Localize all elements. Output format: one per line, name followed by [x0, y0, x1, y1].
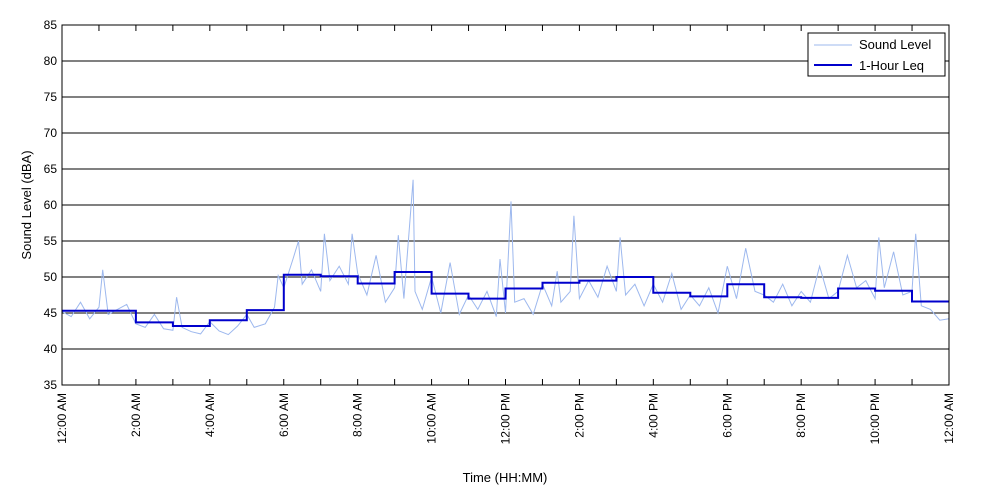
x-tick-label: 6:00 AM	[277, 393, 291, 437]
y-tick-label: 85	[44, 18, 58, 32]
series-sound-level-line	[61, 179, 950, 336]
y-tick-label: 60	[44, 198, 58, 212]
y-axis-label: Sound Level (dBA)	[19, 150, 34, 259]
x-tick-label: 8:00 AM	[351, 393, 365, 437]
legend: Sound Level 1-Hour Leq	[807, 32, 946, 77]
y-tick-label: 70	[44, 126, 58, 140]
y-axis-ticks: 35 40 45 50 55 60 65 70 75 80 85	[44, 18, 58, 392]
y-tick-label: 80	[44, 54, 58, 68]
y-tick-label: 45	[44, 306, 58, 320]
x-tick-label: 2:00 PM	[572, 393, 586, 438]
x-tick-label: 2:00 AM	[129, 393, 143, 437]
series-layer	[61, 179, 950, 336]
legend-label-1-hour-leq: 1-Hour Leq	[859, 58, 924, 73]
y-tick-label: 35	[44, 378, 58, 392]
y-tick-label: 65	[44, 162, 58, 176]
y-tick-label: 75	[44, 90, 58, 104]
x-tick-label: 6:00 PM	[720, 393, 734, 438]
legend-label-sound-level: Sound Level	[859, 37, 931, 52]
x-tick-label: 12:00 PM	[499, 393, 513, 444]
y-tick-label: 40	[44, 342, 58, 356]
legend-box	[807, 32, 946, 77]
x-tick-label: 10:00 AM	[425, 393, 439, 444]
x-tick-label: 8:00 PM	[794, 393, 808, 438]
y-tick-label: 50	[44, 270, 58, 284]
x-tick-label: 4:00 AM	[203, 393, 217, 437]
y-tick-label: 55	[44, 234, 58, 248]
x-tick-label: 4:00 PM	[646, 393, 660, 438]
x-axis-ticks: 12:00 AM 2:00 AM 4:00 AM 6:00 AM 8:00 AM 10:0…	[55, 25, 956, 444]
x-tick-label: 12:00 AM	[942, 393, 956, 444]
x-axis-label: Time (HH:MM)	[463, 470, 548, 485]
series-1-hour-leq-line	[62, 271, 949, 327]
x-tick-label: 10:00 PM	[868, 393, 882, 444]
x-tick-label: 12:00 AM	[55, 393, 69, 444]
